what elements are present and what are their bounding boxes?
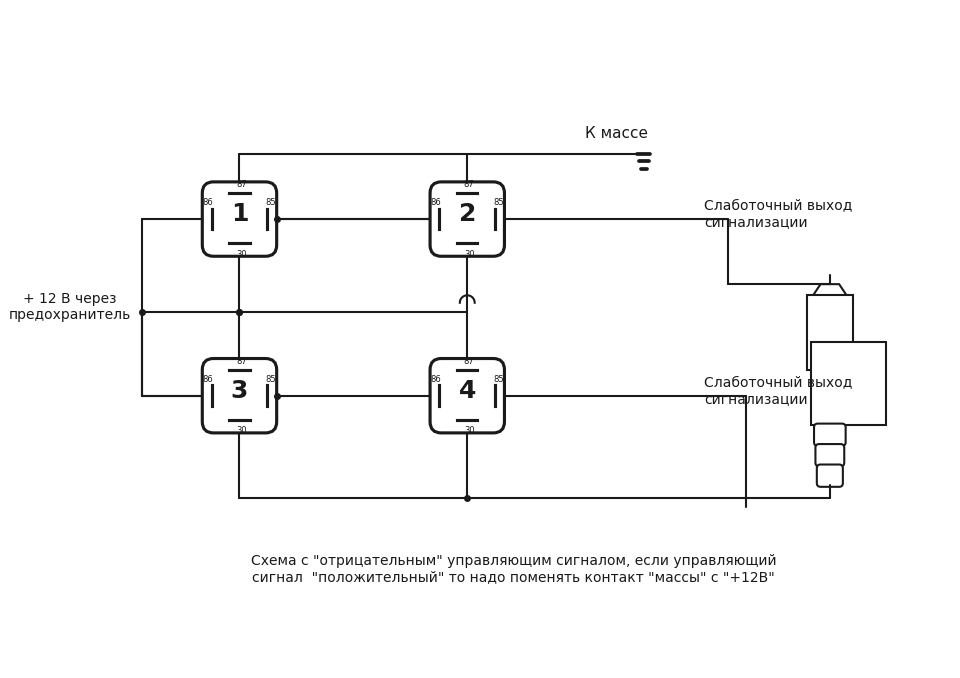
Text: 87: 87 — [236, 180, 247, 189]
Text: 87: 87 — [236, 357, 247, 366]
FancyBboxPatch shape — [806, 296, 853, 370]
Text: 87: 87 — [464, 180, 474, 189]
Text: + 12 В через
предохранитель: + 12 В через предохранитель — [9, 292, 131, 323]
FancyBboxPatch shape — [815, 444, 844, 466]
FancyBboxPatch shape — [430, 359, 504, 433]
FancyBboxPatch shape — [430, 182, 504, 256]
Text: Схема с "отрицательным" управляющим сигналом, если управляющий
сигнал  "положите: Схема с "отрицательным" управляющим сигн… — [251, 554, 777, 584]
Text: К массе: К массе — [585, 126, 647, 141]
Text: 1: 1 — [230, 203, 249, 226]
FancyBboxPatch shape — [817, 464, 843, 487]
Text: 86: 86 — [203, 198, 213, 207]
Polygon shape — [813, 284, 847, 296]
FancyBboxPatch shape — [203, 182, 276, 256]
Text: 86: 86 — [430, 375, 441, 384]
Text: 86: 86 — [203, 375, 213, 384]
Text: Слаботочный выход
сигнализации: Слаботочный выход сигнализации — [705, 199, 852, 230]
Text: 30: 30 — [236, 250, 247, 259]
FancyBboxPatch shape — [203, 359, 276, 433]
Text: Слаботочный выход
сигнализации: Слаботочный выход сигнализации — [705, 376, 852, 406]
Text: 86: 86 — [430, 198, 441, 207]
Text: 30: 30 — [464, 250, 474, 259]
Text: 4: 4 — [459, 379, 476, 403]
Text: 30: 30 — [236, 426, 247, 435]
Text: 3: 3 — [230, 379, 249, 403]
Text: 2: 2 — [459, 203, 476, 226]
FancyBboxPatch shape — [811, 342, 886, 426]
Text: 85: 85 — [493, 375, 504, 384]
Text: 30: 30 — [464, 426, 474, 435]
Text: 87: 87 — [464, 357, 474, 366]
Text: 85: 85 — [266, 198, 276, 207]
FancyBboxPatch shape — [814, 424, 846, 446]
Text: 85: 85 — [266, 375, 276, 384]
Text: 85: 85 — [493, 198, 504, 207]
